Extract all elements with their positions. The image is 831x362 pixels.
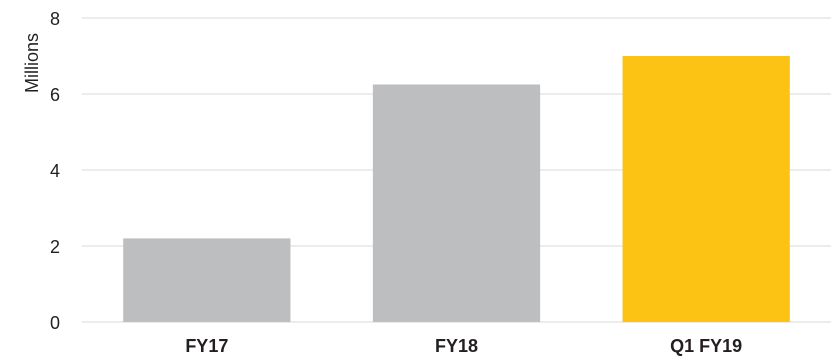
x-axis-labels: FY17 FY18 Q1 FY19 [185, 336, 742, 356]
y-tick-label: 4 [50, 161, 60, 181]
bar-fy18 [372, 84, 541, 322]
x-tick-label: FY18 [435, 336, 478, 356]
y-tick-label: 6 [50, 85, 60, 105]
y-tick-label: 0 [50, 313, 60, 333]
x-tick-label: FY17 [185, 336, 228, 356]
y-axis-ticks: 0 2 4 6 8 [50, 9, 60, 333]
x-tick-label: Q1 FY19 [670, 336, 742, 356]
y-tick-label: 2 [50, 237, 60, 257]
bar-q1-fy19 [622, 56, 790, 322]
y-axis-title: Millions [22, 33, 42, 93]
y-tick-label: 8 [50, 9, 60, 29]
bars [123, 56, 790, 322]
bar-fy17 [123, 238, 291, 322]
